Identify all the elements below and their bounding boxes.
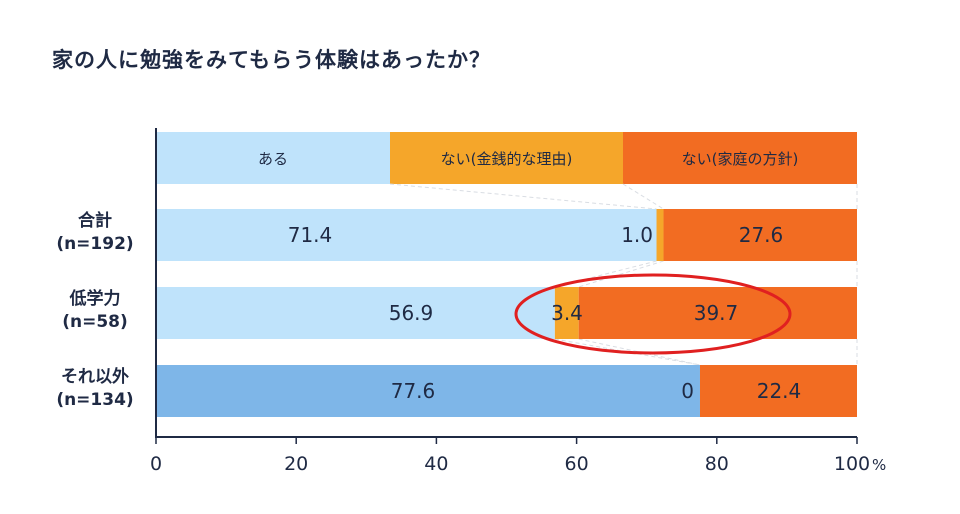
category-name: 低学力 <box>69 289 121 309</box>
legend-swatch <box>156 132 390 184</box>
x-tick-label: 0 <box>150 453 162 475</box>
category-label-total: 合計 (n=192) <box>40 210 150 256</box>
connector-line <box>622 183 664 210</box>
bar-segment <box>156 209 657 261</box>
x-unit-label: % <box>872 456 886 474</box>
category-n: (n=58) <box>62 312 128 332</box>
legend-label: ない(金銭的な理由) <box>441 150 573 168</box>
data-label: 56.9 <box>389 301 434 325</box>
category-label-low: 低学力 (n=58) <box>40 288 150 334</box>
bar-segment <box>578 287 857 339</box>
legend-label: ある <box>258 150 288 168</box>
data-label: 3.4 <box>551 301 583 325</box>
data-label: 0 <box>681 379 694 403</box>
bar-segment <box>554 287 579 339</box>
connector-line <box>389 183 657 210</box>
data-label: 1.0 <box>621 223 653 247</box>
x-tick-label: 20 <box>284 453 308 475</box>
category-name: 合計 <box>78 211 112 231</box>
x-tick-label: 100 <box>834 453 870 475</box>
data-label: 39.7 <box>694 301 739 325</box>
bar-segment <box>663 209 857 261</box>
category-label-other: それ以外 (n=134) <box>40 366 150 412</box>
data-label: 77.6 <box>391 379 436 403</box>
legend-label: ない(家庭の方針) <box>682 150 799 168</box>
chart-title: 家の人に勉強をみてもらう体験はあったか？ <box>52 48 491 72</box>
bar-segment <box>656 209 664 261</box>
x-tick-label: 40 <box>424 453 448 475</box>
data-label: 27.6 <box>739 223 784 247</box>
data-label: 71.4 <box>288 223 333 247</box>
category-n: (n=192) <box>56 234 134 254</box>
bar-segment <box>156 365 700 417</box>
bar-segment <box>699 365 857 417</box>
category-n: (n=134) <box>56 390 134 410</box>
legend-swatch <box>623 132 857 184</box>
category-name: それ以外 <box>61 367 129 387</box>
x-tick-label: 60 <box>565 453 589 475</box>
highlight-ellipse <box>514 273 792 355</box>
x-tick-label: 80 <box>705 453 729 475</box>
bar-segment <box>156 287 555 339</box>
data-label: 22.4 <box>757 379 802 403</box>
connector-line <box>578 260 664 288</box>
legend-swatch <box>390 132 623 184</box>
